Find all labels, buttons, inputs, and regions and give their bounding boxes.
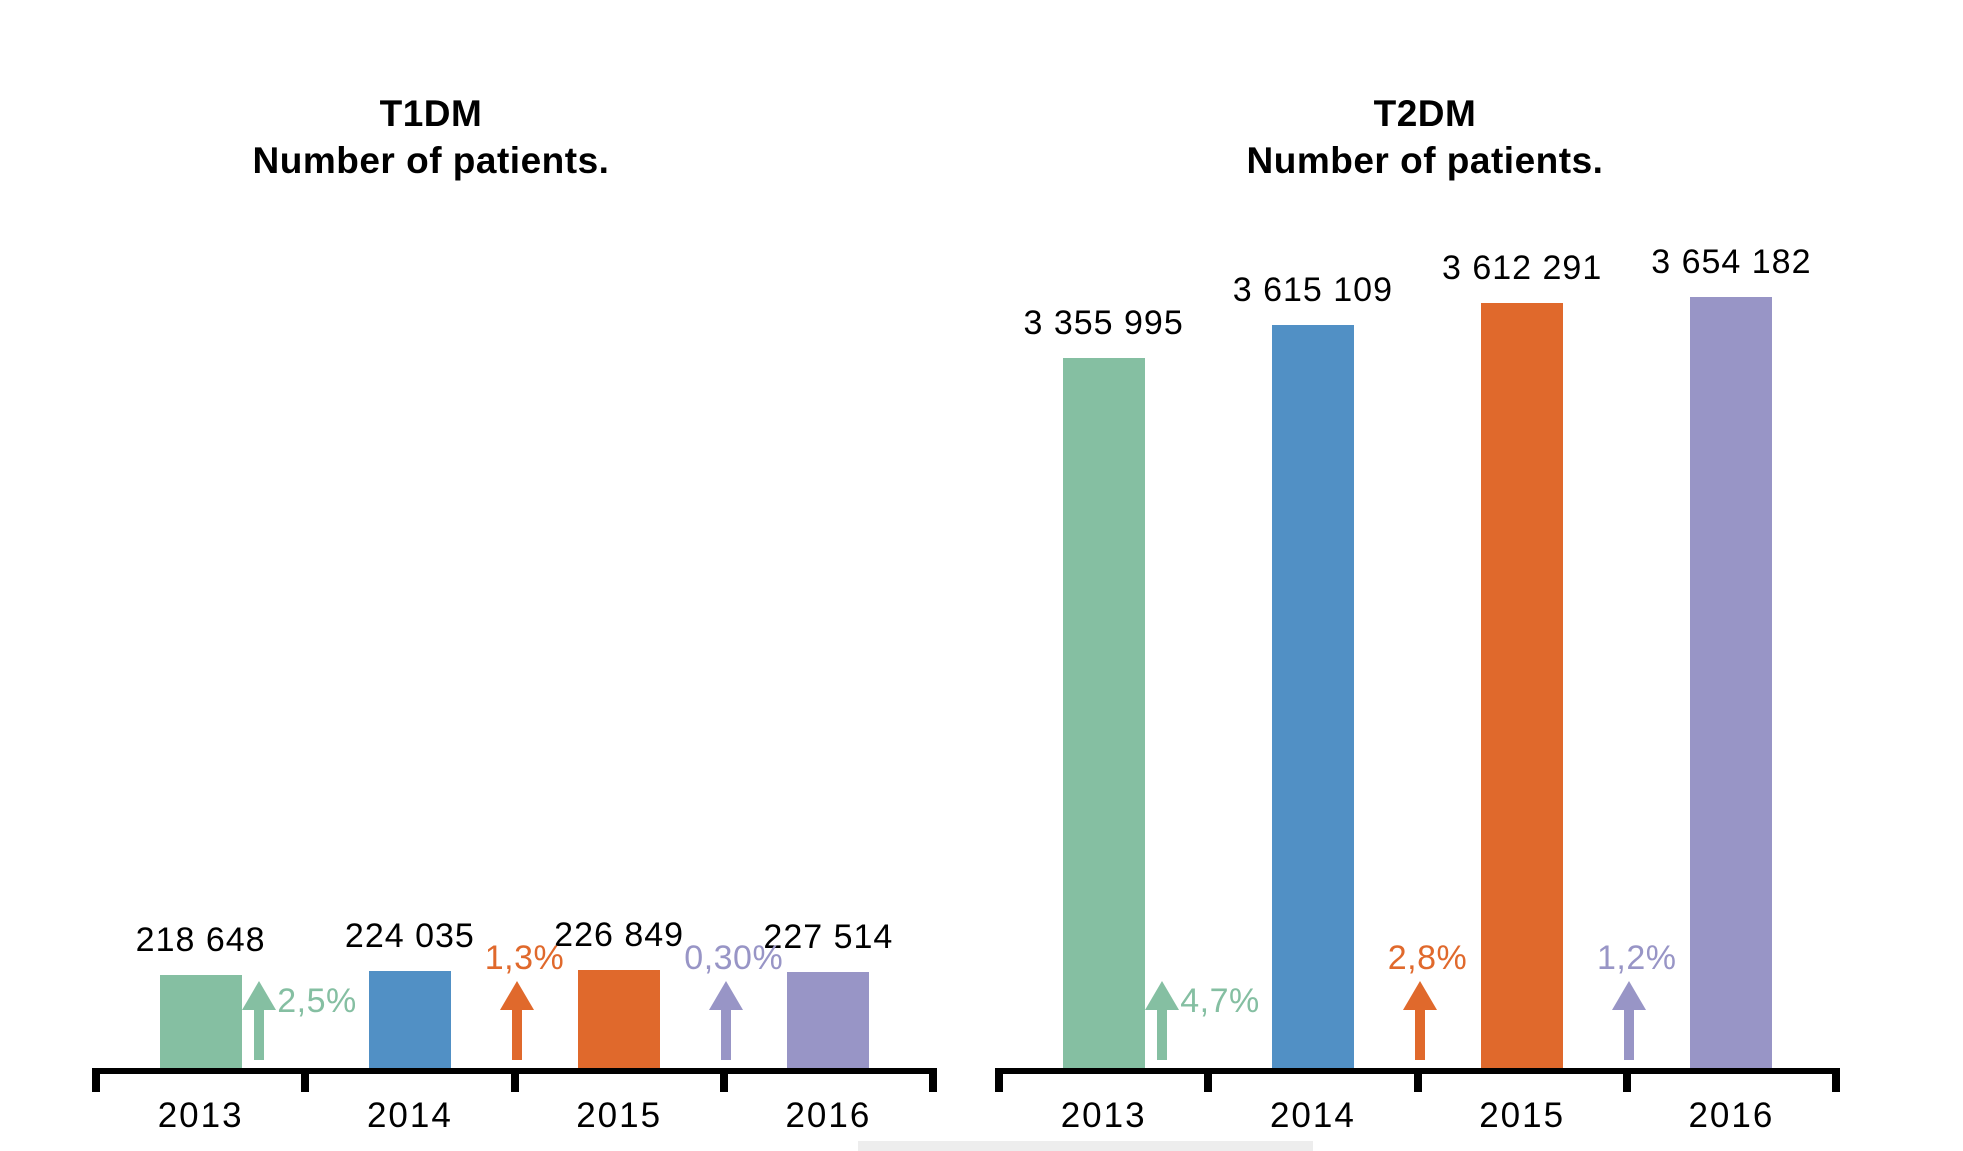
growth-percent-label: 1,3% bbox=[484, 939, 565, 977]
chart-title: T1DM Number of patients. bbox=[131, 90, 731, 184]
bar bbox=[1481, 303, 1564, 1068]
bar bbox=[159, 975, 242, 1068]
axis-tick bbox=[301, 1068, 310, 1092]
chart-subtitle-line: Number of patients. bbox=[252, 140, 610, 181]
bar-value-label: 3 654 182 bbox=[1651, 243, 1812, 281]
growth-percent-label: 0,30% bbox=[684, 939, 784, 977]
axis-tick bbox=[1204, 1068, 1213, 1092]
bar-value-label: 224 035 bbox=[344, 917, 475, 955]
bar-value-label: 3 355 995 bbox=[1023, 304, 1184, 342]
growth-percent-label: 1,2% bbox=[1597, 939, 1677, 977]
cropped-content-artifact bbox=[858, 1141, 1313, 1151]
arrow-stem-shape bbox=[1157, 1005, 1168, 1060]
bar bbox=[1062, 358, 1145, 1068]
bar bbox=[368, 971, 451, 1068]
category-label: 2014 bbox=[366, 1096, 453, 1135]
axis-tick bbox=[510, 1068, 519, 1092]
axis-tick bbox=[719, 1068, 728, 1092]
growth-percent-label: 2,8% bbox=[1387, 939, 1468, 977]
chart-title-line: T2DM bbox=[1373, 93, 1477, 134]
bar bbox=[578, 970, 661, 1068]
bar-value-label: 3 612 291 bbox=[1441, 249, 1603, 287]
bar-value-label: 3 615 109 bbox=[1232, 271, 1393, 309]
bar-value-label: 226 849 bbox=[554, 916, 685, 954]
category-label: 2013 bbox=[1060, 1096, 1147, 1135]
axis-tick bbox=[1413, 1068, 1422, 1092]
axis-tick bbox=[995, 1068, 1003, 1092]
arrow-stem-shape bbox=[511, 1005, 522, 1060]
bar bbox=[1690, 297, 1773, 1068]
arrow-stem-shape bbox=[254, 1005, 265, 1060]
arrow-stem-shape bbox=[720, 1005, 731, 1060]
category-label: 2015 bbox=[576, 1096, 663, 1135]
axis-tick bbox=[1622, 1068, 1631, 1092]
arrow-stem-shape bbox=[1414, 1005, 1425, 1060]
bar bbox=[787, 972, 870, 1068]
category-label: 2014 bbox=[1269, 1096, 1356, 1135]
bar-value-label: 218 648 bbox=[135, 921, 266, 959]
category-label: 2016 bbox=[1688, 1096, 1775, 1135]
arrow-stem-shape bbox=[1623, 1005, 1634, 1060]
category-label: 2016 bbox=[785, 1096, 872, 1135]
axis-tick bbox=[929, 1068, 937, 1092]
chart-title: T2DM Number of patients. bbox=[1125, 90, 1725, 184]
growth-percent-label: 4,7% bbox=[1180, 982, 1260, 1020]
axis-tick bbox=[92, 1068, 100, 1092]
bar-value-label: 227 514 bbox=[763, 918, 894, 956]
chart-title-line: T1DM bbox=[379, 93, 483, 134]
category-label: 2015 bbox=[1479, 1096, 1566, 1135]
category-label: 2013 bbox=[157, 1096, 244, 1135]
bar bbox=[1271, 325, 1354, 1068]
chart-subtitle-line: Number of patients. bbox=[1246, 140, 1604, 181]
axis-tick bbox=[1832, 1068, 1840, 1092]
growth-percent-label: 2,5% bbox=[277, 982, 357, 1020]
